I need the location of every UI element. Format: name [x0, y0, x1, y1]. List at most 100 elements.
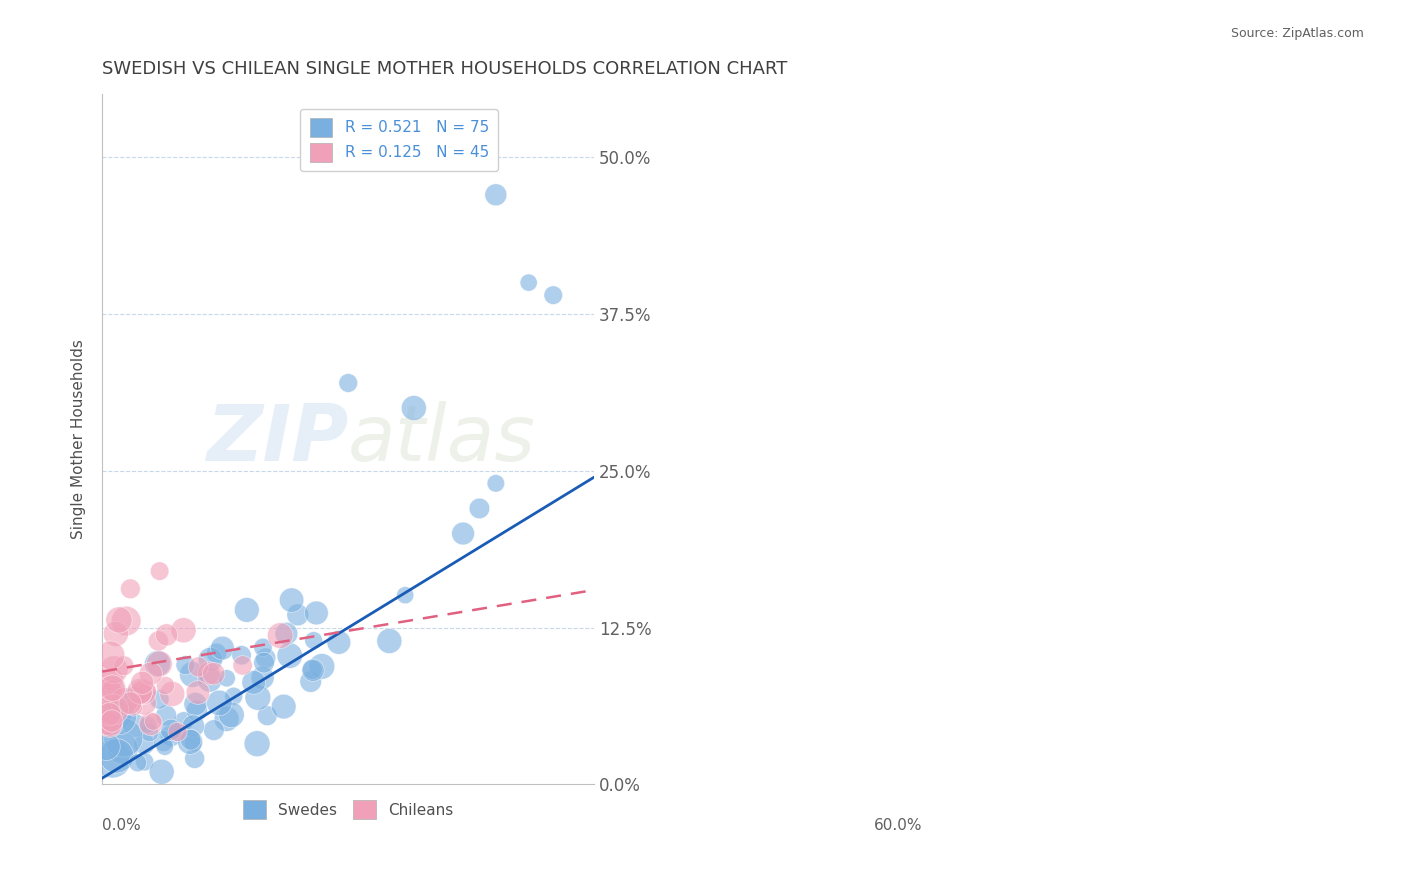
Point: [202, 723, 225, 738]
Point: [337, 376, 360, 390]
Point: [242, 675, 264, 690]
Point: [98, 717, 121, 731]
Point: [200, 652, 222, 666]
Point: [136, 684, 159, 698]
Point: [148, 634, 170, 648]
Point: [179, 735, 201, 749]
Point: [254, 651, 277, 665]
Point: [142, 714, 165, 729]
Text: 0.0%: 0.0%: [103, 818, 141, 832]
Point: [302, 633, 325, 648]
Text: 60.0%: 60.0%: [873, 818, 922, 832]
Text: Source: ZipAtlas.com: Source: ZipAtlas.com: [1230, 27, 1364, 40]
Point: [378, 634, 401, 648]
Point: [148, 692, 170, 706]
Point: [215, 712, 238, 726]
Point: [311, 659, 333, 673]
Point: [181, 737, 204, 751]
Point: [97, 708, 120, 723]
Point: [181, 667, 204, 681]
Point: [246, 737, 269, 751]
Point: [187, 660, 209, 674]
Point: [269, 629, 291, 643]
Point: [186, 704, 208, 718]
Point: [160, 729, 183, 743]
Point: [299, 674, 322, 689]
Point: [287, 607, 309, 622]
Point: [252, 640, 274, 655]
Point: [139, 717, 162, 731]
Point: [98, 707, 121, 722]
Point: [111, 741, 134, 756]
Point: [305, 606, 328, 620]
Point: [276, 626, 298, 640]
Point: [122, 699, 145, 714]
Point: [148, 657, 170, 671]
Point: [101, 714, 124, 728]
Point: [103, 702, 125, 716]
Point: [122, 690, 145, 705]
Point: [104, 627, 127, 641]
Point: [155, 679, 177, 693]
Point: [468, 501, 491, 516]
Point: [174, 658, 197, 673]
Point: [100, 684, 122, 698]
Point: [101, 672, 124, 686]
Point: [120, 696, 142, 710]
Point: [101, 683, 124, 698]
Point: [100, 648, 122, 663]
Point: [173, 714, 195, 729]
Point: [394, 588, 416, 602]
Point: [150, 764, 173, 779]
Point: [120, 582, 142, 596]
Point: [180, 732, 202, 747]
Point: [103, 663, 125, 677]
Point: [402, 401, 425, 415]
Point: [184, 697, 207, 711]
Point: [543, 288, 565, 302]
Point: [107, 708, 129, 723]
Point: [183, 719, 205, 733]
Point: [173, 624, 195, 638]
Point: [328, 635, 350, 649]
Point: [202, 666, 225, 681]
Point: [252, 671, 274, 685]
Point: [221, 707, 243, 722]
Text: SWEDISH VS CHILEAN SINGLE MOTHER HOUSEHOLDS CORRELATION CHART: SWEDISH VS CHILEAN SINGLE MOTHER HOUSEHO…: [103, 60, 787, 78]
Point: [136, 718, 159, 732]
Point: [485, 476, 508, 491]
Point: [155, 628, 177, 642]
Point: [211, 641, 233, 656]
Point: [98, 685, 121, 699]
Point: [131, 676, 153, 690]
Point: [517, 276, 540, 290]
Point: [280, 593, 302, 607]
Point: [134, 696, 156, 710]
Point: [127, 756, 149, 770]
Point: [222, 690, 245, 704]
Point: [108, 613, 131, 627]
Point: [101, 681, 124, 695]
Point: [96, 739, 118, 754]
Point: [246, 690, 269, 705]
Point: [96, 715, 118, 730]
Point: [107, 710, 129, 724]
Text: ZIP: ZIP: [207, 401, 349, 477]
Point: [134, 755, 156, 769]
Point: [149, 564, 172, 578]
Point: [112, 658, 135, 673]
Point: [153, 739, 176, 754]
Point: [155, 708, 177, 723]
Point: [485, 187, 508, 202]
Point: [165, 725, 187, 739]
Point: [208, 696, 231, 710]
Point: [301, 663, 323, 677]
Point: [278, 648, 301, 663]
Point: [451, 526, 474, 541]
Point: [129, 686, 152, 700]
Point: [166, 725, 188, 739]
Point: [152, 734, 174, 748]
Point: [232, 658, 254, 673]
Y-axis label: Single Mother Households: Single Mother Households: [72, 340, 86, 540]
Point: [160, 723, 183, 737]
